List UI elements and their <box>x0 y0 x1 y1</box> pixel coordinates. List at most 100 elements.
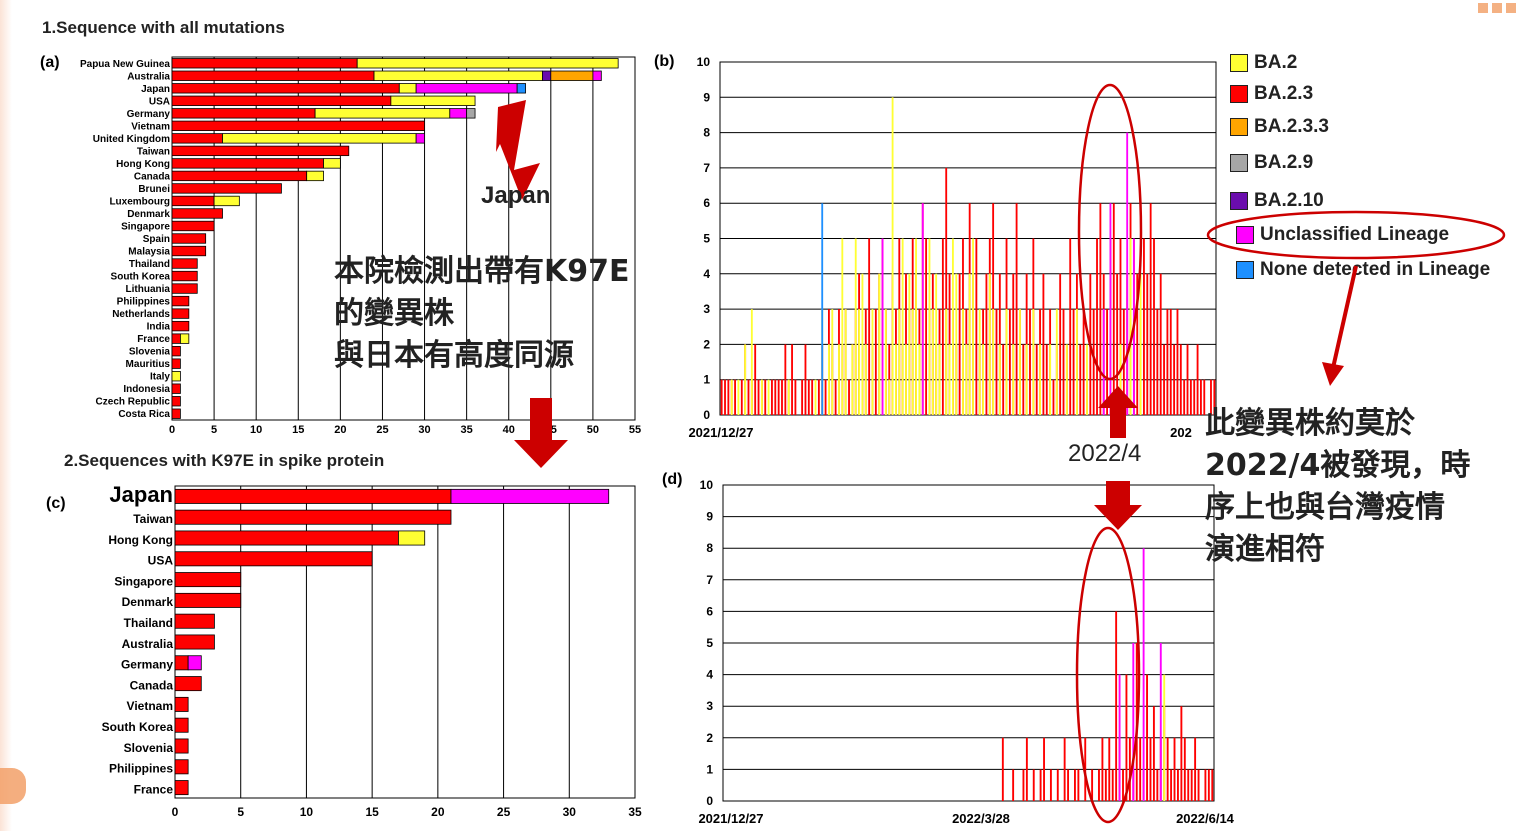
legend-label: BA.2.10 <box>1254 190 1324 211</box>
x-tick-label: 25 <box>497 805 511 819</box>
x-tick-label: 20 <box>334 424 346 436</box>
y-tick-label: 7 <box>703 161 710 175</box>
category-label: Netherlands <box>112 309 170 320</box>
section2-title: 2.Sequences with K97E in spike protein <box>64 451 385 470</box>
category-label: Japan <box>141 84 170 95</box>
category-label: USA <box>148 554 174 568</box>
legend-label: BA.2.3 <box>1254 83 1314 104</box>
bar-segment <box>398 530 426 546</box>
category-label: Slovenia <box>124 741 174 755</box>
category-label: Costa Rica <box>118 409 170 420</box>
chart-a-sequences-by-country: 0510152025303540455055Papua New GuineaAu… <box>40 54 641 436</box>
category-label: Australia <box>122 637 174 651</box>
right-accent-blocks <box>1474 0 1536 13</box>
category-label: Luxembourg <box>109 196 170 207</box>
x-tick-label: 5 <box>237 805 244 819</box>
category-label: Taiwan <box>133 512 173 526</box>
category-label: Hong Kong <box>116 159 170 170</box>
bar-segment <box>213 195 240 207</box>
bar-segment <box>174 780 189 796</box>
legend-swatch <box>1230 84 1248 103</box>
legend-item-ba2: BA.2 <box>1230 52 1297 74</box>
legend-item-ba23: BA.2.3 <box>1230 83 1313 105</box>
bar-segment <box>171 295 190 307</box>
k97e-note-line: 與日本有高度同源 <box>334 338 574 373</box>
y-tick-label: 1 <box>706 762 713 776</box>
category-label: Canada <box>130 678 174 692</box>
x-tick-label: 15 <box>365 805 379 819</box>
category-label: India <box>147 322 171 333</box>
legend-item-ba29: BA.2.9 <box>1230 152 1313 174</box>
bar-segment <box>171 220 215 232</box>
category-label: South Korea <box>102 720 174 734</box>
k97e-note-line: 的變異株 <box>334 296 454 331</box>
category-label: Lithuania <box>126 284 171 295</box>
legend-pointer-line <box>1331 265 1358 369</box>
panel-label: (c) <box>46 495 66 512</box>
bar-segment <box>174 613 215 629</box>
time-note-line: 2022/4被發現，時 <box>1205 448 1471 483</box>
bar-segment <box>171 208 223 219</box>
bar-segment <box>174 738 189 754</box>
timeline-b-highlight-ellipse <box>1077 83 1143 381</box>
category-label: Thailand <box>129 259 170 270</box>
legend-label: Unclassified Lineage <box>1260 224 1450 245</box>
legend-label: BA.2 <box>1254 52 1298 73</box>
time-note-line: 此變異株約莫於 <box>1205 406 1415 441</box>
category-label: France <box>137 334 170 345</box>
category-label: Brunei <box>138 184 170 195</box>
bar-segment <box>171 120 425 132</box>
bar-segment <box>171 308 190 319</box>
k97e-note-line: 本院檢測出帶有K97E <box>334 254 630 289</box>
y-tick-label: 5 <box>706 636 713 650</box>
time-note-line: 序上也與台灣疫情 <box>1205 490 1445 525</box>
x-tick-label: 25 <box>376 424 388 436</box>
y-tick-label: 3 <box>706 699 713 713</box>
bar-segment <box>171 183 282 194</box>
k97e-note: 本院檢測出帶有K97E 的變異株 與日本有高度同源 <box>334 251 630 377</box>
bar-segment <box>174 634 215 650</box>
legend-item-ba210: BA.2.10 <box>1230 190 1324 212</box>
category-label: Vietnam <box>131 121 170 132</box>
bar-segment <box>592 70 602 81</box>
bar-segment <box>450 488 610 504</box>
category-label: Taiwan <box>137 146 170 157</box>
y-tick-label: 9 <box>706 510 713 524</box>
bar-segment <box>171 283 198 294</box>
timeline-d-highlight-ellipse <box>1075 526 1141 824</box>
category-label: USA <box>149 96 170 107</box>
japan-arrow-label: Japan <box>481 182 551 209</box>
category-label: France <box>134 782 174 796</box>
x-tick-label: 2021/12/27 <box>688 425 753 440</box>
bar-segment <box>174 592 242 608</box>
bar-segment <box>171 245 207 257</box>
category-label: Slovenia <box>129 347 171 358</box>
bar-segment <box>171 145 350 157</box>
legend-swatch <box>1230 53 1248 72</box>
legend-highlight-ellipse <box>1206 210 1506 260</box>
y-tick-label: 7 <box>706 573 713 587</box>
y-tick-label: 5 <box>703 232 710 246</box>
legend-label: BA.2.9 <box>1254 152 1314 173</box>
date-label: 2022/4 <box>1068 440 1142 467</box>
bar-segment <box>171 358 181 369</box>
chart-b-timeline: 0 1 2 3 4 5 6 7 8 9 10 2021/12/27 202 (b) <box>654 53 1217 440</box>
chart-d-k97e-timeline: 0 1 2 3 4 5 6 7 8 9 10 2021/12/27 2022/3/28 2022/6/14… <box>662 471 1235 826</box>
x-tick-label: 35 <box>461 424 473 436</box>
category-label: Italy <box>150 372 170 383</box>
legend-swatch <box>1236 225 1254 244</box>
category-label: Hong Kong <box>108 533 173 547</box>
y-tick-label: 10 <box>697 55 711 69</box>
category-label: Philippines <box>109 762 173 776</box>
y-tick-label: 10 <box>700 478 714 492</box>
x-tick-label: 30 <box>563 805 577 819</box>
category-label: Canada <box>134 171 171 182</box>
bar-segment <box>187 655 202 671</box>
bar-segment <box>174 717 189 733</box>
time-note-line: 演進相符 <box>1205 532 1325 567</box>
x-tick-label: 50 <box>587 424 599 436</box>
y-tick-label: 2 <box>703 337 710 351</box>
date-down-arrow <box>1094 481 1142 530</box>
x-tick-label: 55 <box>629 424 641 436</box>
panel-label: (d) <box>662 471 682 488</box>
